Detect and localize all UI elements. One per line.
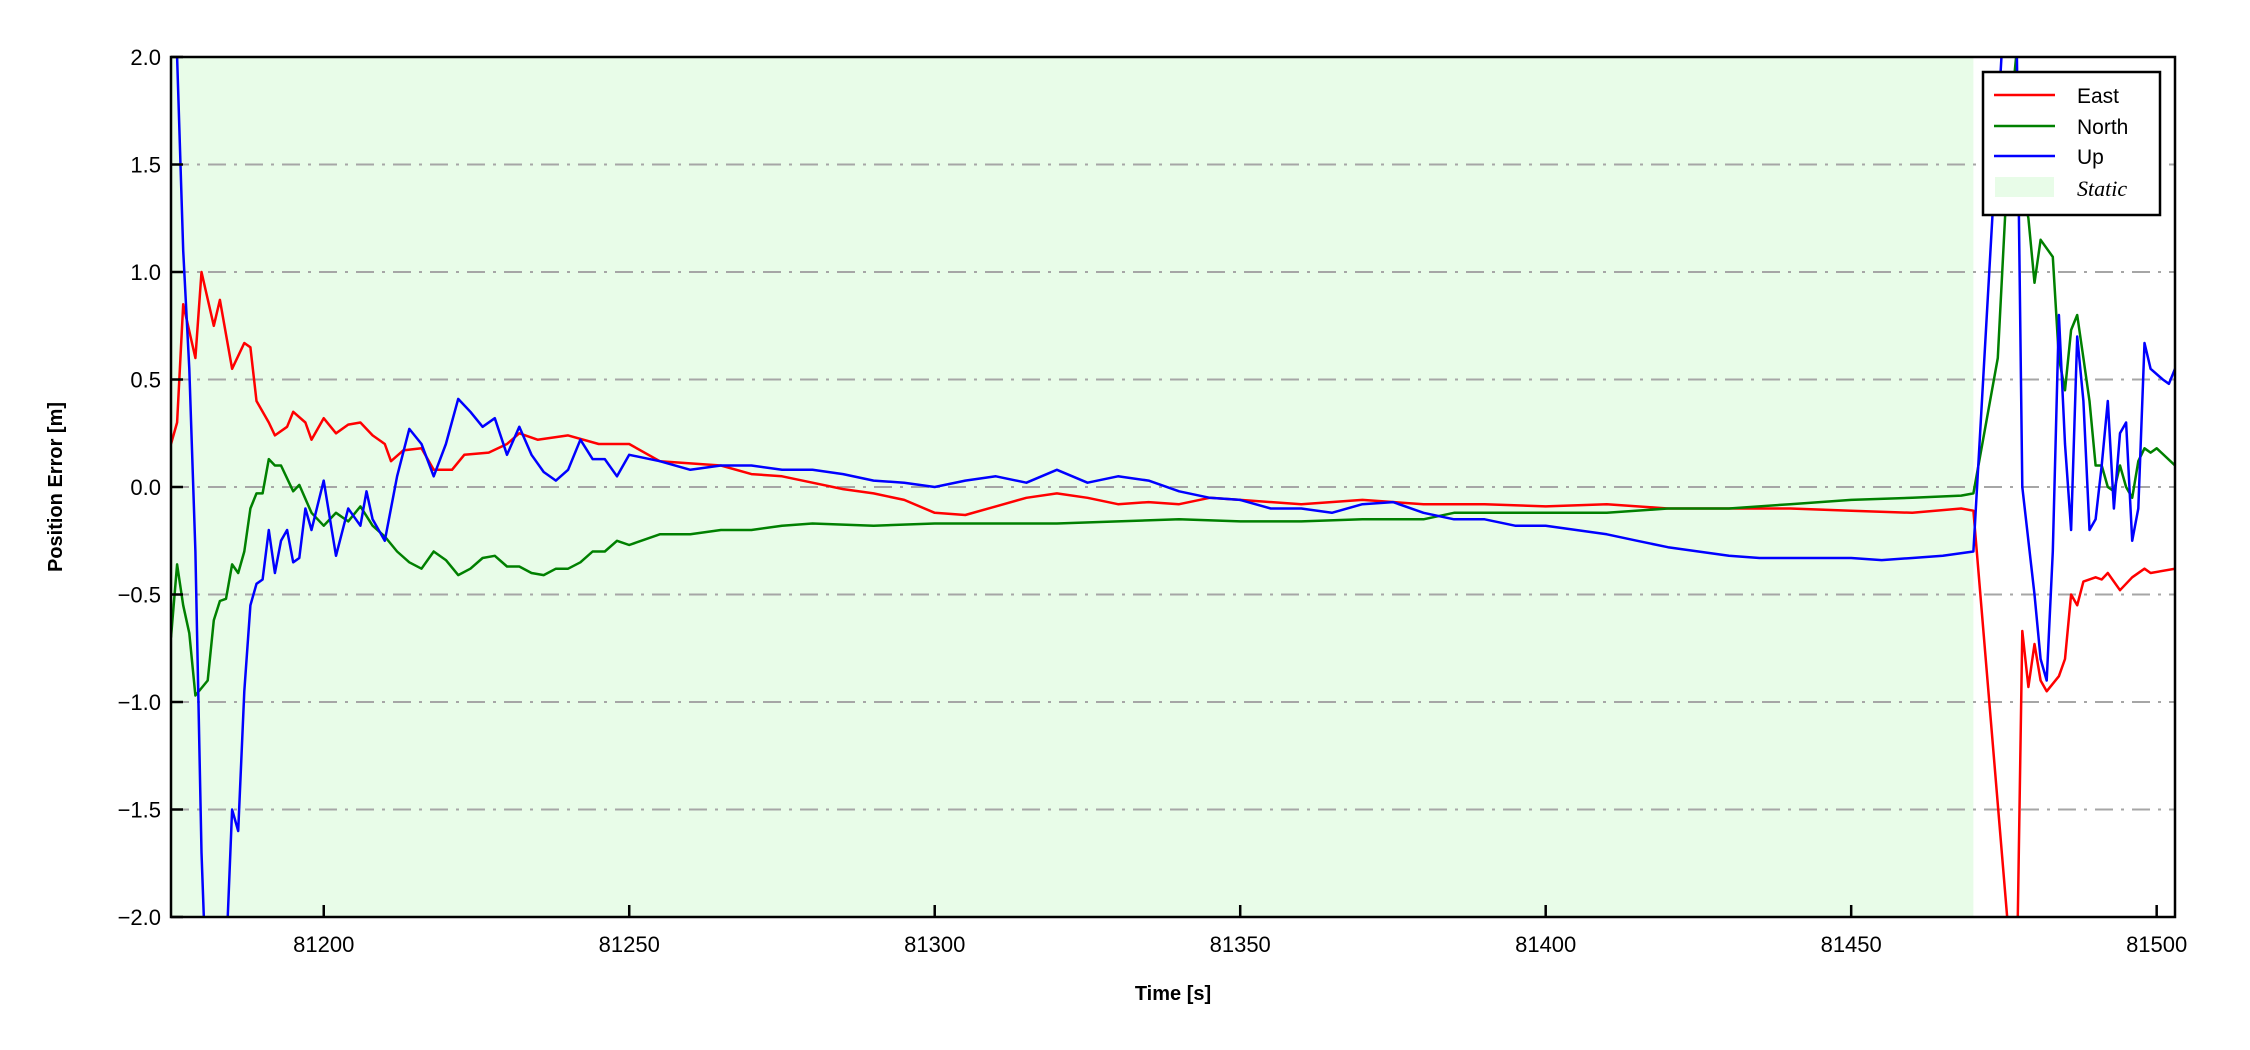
legend-up-label: Up [2077,146,2104,169]
series-line-east [171,270,2175,917]
y-axis-label: Position Error [m] [45,402,67,572]
y-tick-label: −0.5 [118,583,161,608]
x-tick-label: 81450 [1821,932,1882,957]
x-tick-label: 81400 [1515,932,1576,957]
legend-static-label: Static [2077,176,2127,201]
x-tick-label: 81200 [293,932,354,957]
legend: East North Up Static [1981,70,2162,217]
x-tick-label: 81500 [2126,932,2187,957]
y-tick-label: −1.5 [118,798,161,823]
legend-east-label: East [2077,85,2119,108]
y-tick-label: 0.0 [130,475,161,500]
legend-north-label: North [2077,116,2128,139]
x-tick-label: 81350 [1210,932,1271,957]
y-tick-label: −2.0 [118,905,161,930]
y-tick-label: 1.0 [130,260,161,285]
series-line-up [175,57,2175,917]
y-tick-label: 2.0 [130,45,161,70]
y-tick-label: −1.0 [118,690,161,715]
axis-ticks: −2.0 −1.5 −1.0 −0.5 0.0 0.5 1.0 1.5 2.0 81200 8125… [118,45,2188,957]
grid-lines [171,163,2175,811]
x-tick-label: 81300 [904,932,965,957]
y-tick-label: 1.5 [130,153,161,178]
x-tick-label: 81250 [599,932,660,957]
legend-static-swatch [1995,177,2054,197]
series-lines [171,57,2175,917]
y-tick-label: 0.5 [130,368,161,393]
x-axis-label: Time [s] [1135,983,1211,1005]
